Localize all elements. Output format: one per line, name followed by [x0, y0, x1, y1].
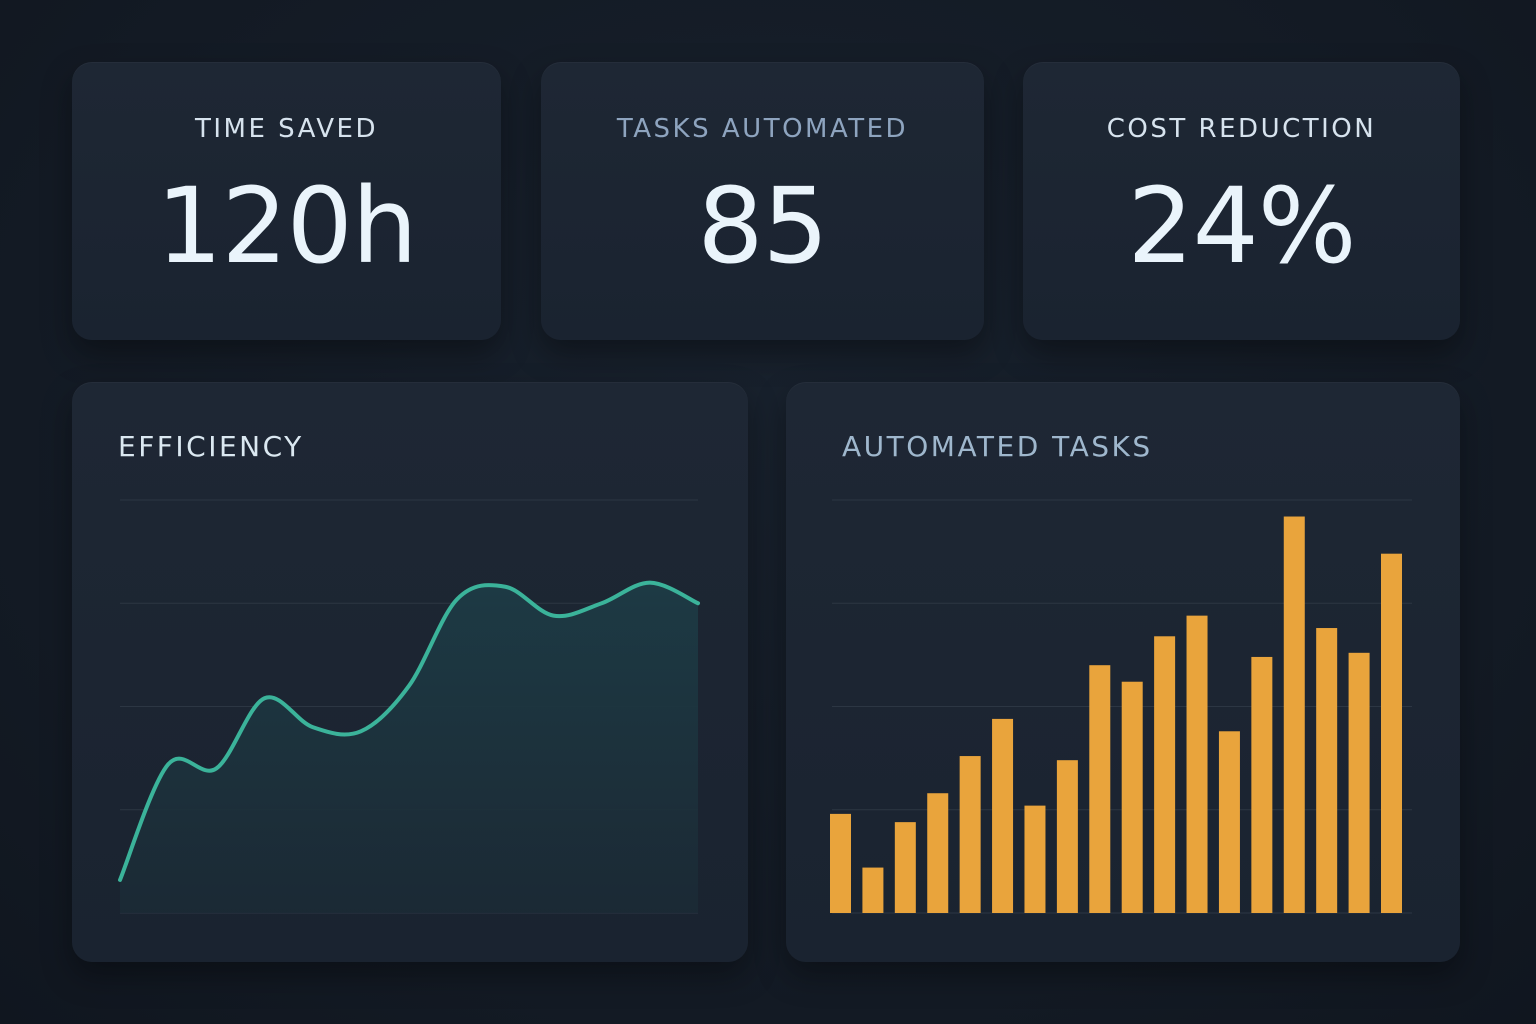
efficiency-chart	[118, 499, 700, 914]
automated-tasks-chart-title: AUTOMATED TASKS	[842, 430, 1153, 463]
efficiency-chart-title: EFFICIENCY	[118, 430, 304, 463]
automated-tasks-bar-8	[1056, 760, 1078, 913]
automated-tasks-bar-9	[1089, 665, 1111, 913]
kpi-label-tasks-automated: TASKS AUTOMATED	[616, 114, 909, 144]
automated-tasks-bar-7	[1024, 805, 1046, 913]
automated-tasks-bar-3	[894, 822, 916, 913]
kpi-label-cost-reduction: COST REDUCTION	[1106, 114, 1377, 144]
automated-tasks-bar-1	[830, 813, 851, 913]
automated-tasks-bar-16	[1316, 628, 1338, 913]
kpi-card-cost-reduction: COST REDUCTION 24%	[1023, 62, 1460, 340]
automated-tasks-bar-2	[862, 867, 884, 913]
automated-tasks-bar-13	[1218, 731, 1240, 913]
automated-tasks-bar-10	[1121, 681, 1143, 913]
automated-tasks-bar-17	[1348, 652, 1370, 913]
automated-tasks-bar-15	[1283, 516, 1305, 913]
efficiency-line	[118, 580, 700, 882]
automated-tasks-bar-4	[927, 793, 949, 913]
efficiency-area-fill	[120, 582, 698, 913]
automated-tasks-chart-card: AUTOMATED TASKS	[786, 382, 1460, 962]
kpi-label-time-saved: TIME SAVED	[194, 114, 379, 144]
automated-tasks-bar-14	[1251, 656, 1273, 913]
kpi-value-cost-reduction: 24%	[1127, 165, 1356, 287]
kpi-card-time-saved: TIME SAVED 120h	[72, 62, 501, 340]
automated-tasks-bar-6	[992, 718, 1014, 913]
efficiency-chart-card: EFFICIENCY	[72, 382, 748, 962]
automated-tasks-chart	[830, 499, 1412, 914]
kpi-value-time-saved: 120h	[156, 165, 417, 287]
automated-tasks-bar-18	[1381, 553, 1402, 913]
kpi-card-tasks-automated: TASKS AUTOMATED 85	[541, 62, 984, 340]
automated-tasks-bar-12	[1186, 615, 1208, 913]
automated-tasks-bar-5	[959, 756, 981, 913]
automated-tasks-bar-11	[1154, 636, 1176, 913]
kpi-value-tasks-automated: 85	[697, 165, 828, 287]
